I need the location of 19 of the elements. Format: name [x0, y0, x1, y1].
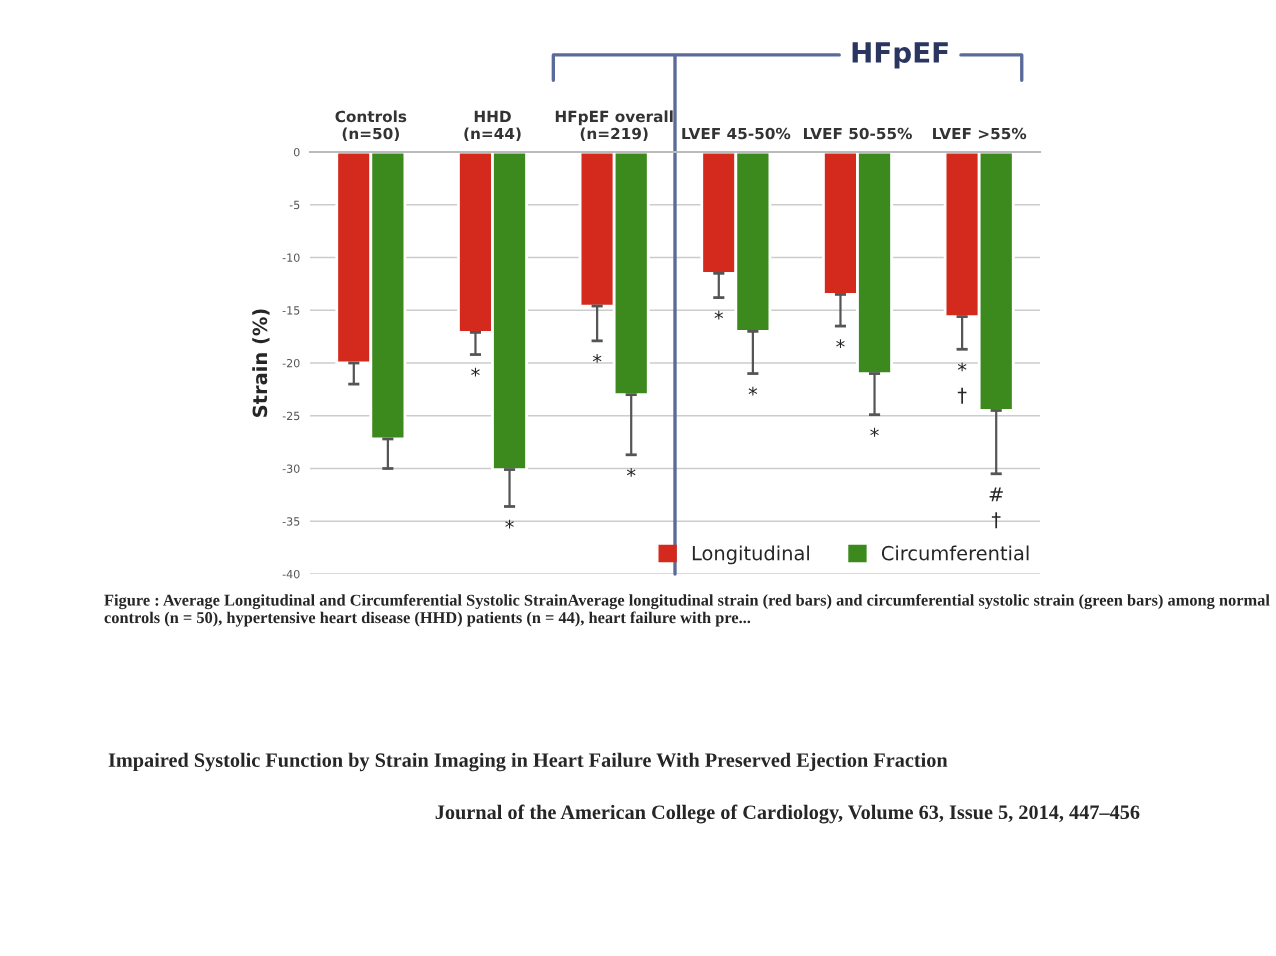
annotation: * [870, 427, 879, 437]
annotation: * [957, 362, 967, 372]
y-axis-title: Strain (%) [252, 309, 270, 417]
text: Journal of the American College of Cardiology, Volume 63, Issue 5, 2014, 447–456 [435, 804, 1140, 824]
legend-label: Longitudinal [692, 545, 809, 565]
annotation: * [748, 386, 758, 396]
text: Figure : Average Longitudinal and Circumferential Systolic StrainAverage longitudinal strain (red bars) and circumferential systolic strain (green bars) among normal controls (n = 50), hypertensive heart disease (HHD) patients (n = 44), heart failure with pre... [104, 594, 1270, 627]
legend-label: Circumferential [881, 545, 1029, 561]
annotation: * [505, 519, 514, 529]
annotation: * [592, 354, 602, 363]
annotation: # [989, 487, 1003, 502]
annotation: † [957, 387, 967, 404]
annotation: † [991, 512, 1001, 529]
text: Impaired Systolic Function by Strain Imaging in Heart Failure With Preserved Ejection Fraction [108, 752, 948, 772]
annotation: * [714, 310, 724, 320]
annotation: * [626, 467, 636, 477]
annotation: * [471, 367, 480, 377]
annotation: * [836, 339, 845, 349]
text: HFpEF [852, 42, 948, 69]
